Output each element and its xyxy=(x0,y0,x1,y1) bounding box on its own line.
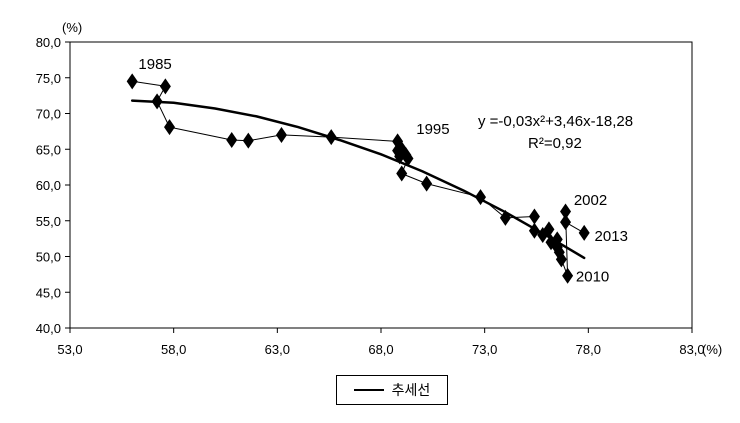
axis-layer: 53,0 58,0 63,0 68,0 73,0 78,0 83,0 40,0 45,0 50,0… xyxy=(36,35,705,357)
data-point xyxy=(242,132,254,149)
data-point xyxy=(151,93,163,110)
trendline xyxy=(130,99,586,260)
legend-trendline-swatch xyxy=(353,389,384,391)
x-tick-label: 78,0 xyxy=(576,342,601,357)
year-annotation: 1995 xyxy=(416,121,449,138)
data-point xyxy=(396,165,408,182)
x-tick-label: 63,0 xyxy=(265,342,290,357)
year-annotation: 2010 xyxy=(576,269,609,286)
year-annotation: 2013 xyxy=(595,228,628,245)
data-point xyxy=(528,222,540,239)
annotation-layer: 1985 1995 2002 2013 2010 xyxy=(138,56,628,285)
data-point xyxy=(394,148,406,165)
data-point xyxy=(402,150,414,167)
y-tick-label: 70,0 xyxy=(36,107,61,122)
y-unit-label: (%) xyxy=(62,20,82,35)
data-point xyxy=(475,189,487,206)
data-point xyxy=(226,131,238,148)
data-point xyxy=(562,267,574,284)
data-point xyxy=(528,208,540,225)
y-tick-label: 65,0 xyxy=(36,142,61,157)
year-annotation: 2002 xyxy=(574,192,607,209)
legend-trendline-label: 추세선 xyxy=(391,383,431,399)
point-layer xyxy=(126,73,590,284)
r2-label: R²=0,92 xyxy=(528,135,582,152)
y-tick-label: 50,0 xyxy=(36,250,61,265)
y-tick-label: 55,0 xyxy=(36,214,61,229)
year-annotation: 1985 xyxy=(138,56,171,73)
y-tick-label: 40,0 xyxy=(36,321,61,336)
data-point xyxy=(325,129,337,146)
x-tick-label: 68,0 xyxy=(368,342,393,357)
x-unit-label: (%) xyxy=(702,342,722,357)
x-tick-label: 73,0 xyxy=(472,342,497,357)
series-connector-line xyxy=(132,80,585,277)
data-point xyxy=(555,251,567,268)
data-point xyxy=(275,126,287,143)
trend-layer xyxy=(130,99,586,260)
x-tick-label: 83,0 xyxy=(679,342,704,357)
data-point xyxy=(578,224,590,241)
data-point xyxy=(421,175,433,192)
y-tick-label: 60,0 xyxy=(36,178,61,193)
data-point xyxy=(560,214,572,231)
data-point xyxy=(543,221,555,238)
y-tick-label: 75,0 xyxy=(36,71,61,86)
data-point xyxy=(164,119,176,136)
data-point xyxy=(126,73,138,90)
connector-layer xyxy=(132,80,585,277)
data-point xyxy=(159,78,171,95)
data-point xyxy=(499,209,511,226)
formula-label: y =-0,03x²+3,46x-18,28 xyxy=(478,113,633,130)
x-tick-label: 58,0 xyxy=(161,342,186,357)
data-point xyxy=(560,203,572,220)
y-tick-label: 80,0 xyxy=(36,35,61,50)
legend: 추세선 xyxy=(336,375,448,405)
x-tick-label: 53,0 xyxy=(57,342,82,357)
y-tick-label: 45,0 xyxy=(36,285,61,300)
